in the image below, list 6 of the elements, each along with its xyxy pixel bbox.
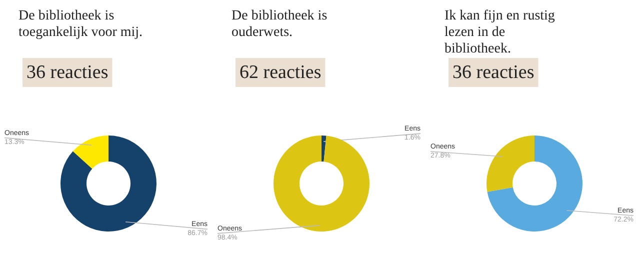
chart-subtitle: 36 reacties: [26, 62, 108, 83]
chart-subtitle: 62 reacties: [240, 62, 322, 83]
chart-title: De bibliotheek is ouderwets.: [232, 8, 328, 40]
chart-title: De bibliotheek is toegankelijk voor mij.: [18, 8, 143, 40]
chart-title: Ik kan fijn en rustig lezen in de bibliotheek.: [444, 8, 555, 56]
chart-subtitle: 36 reacties: [452, 62, 534, 83]
